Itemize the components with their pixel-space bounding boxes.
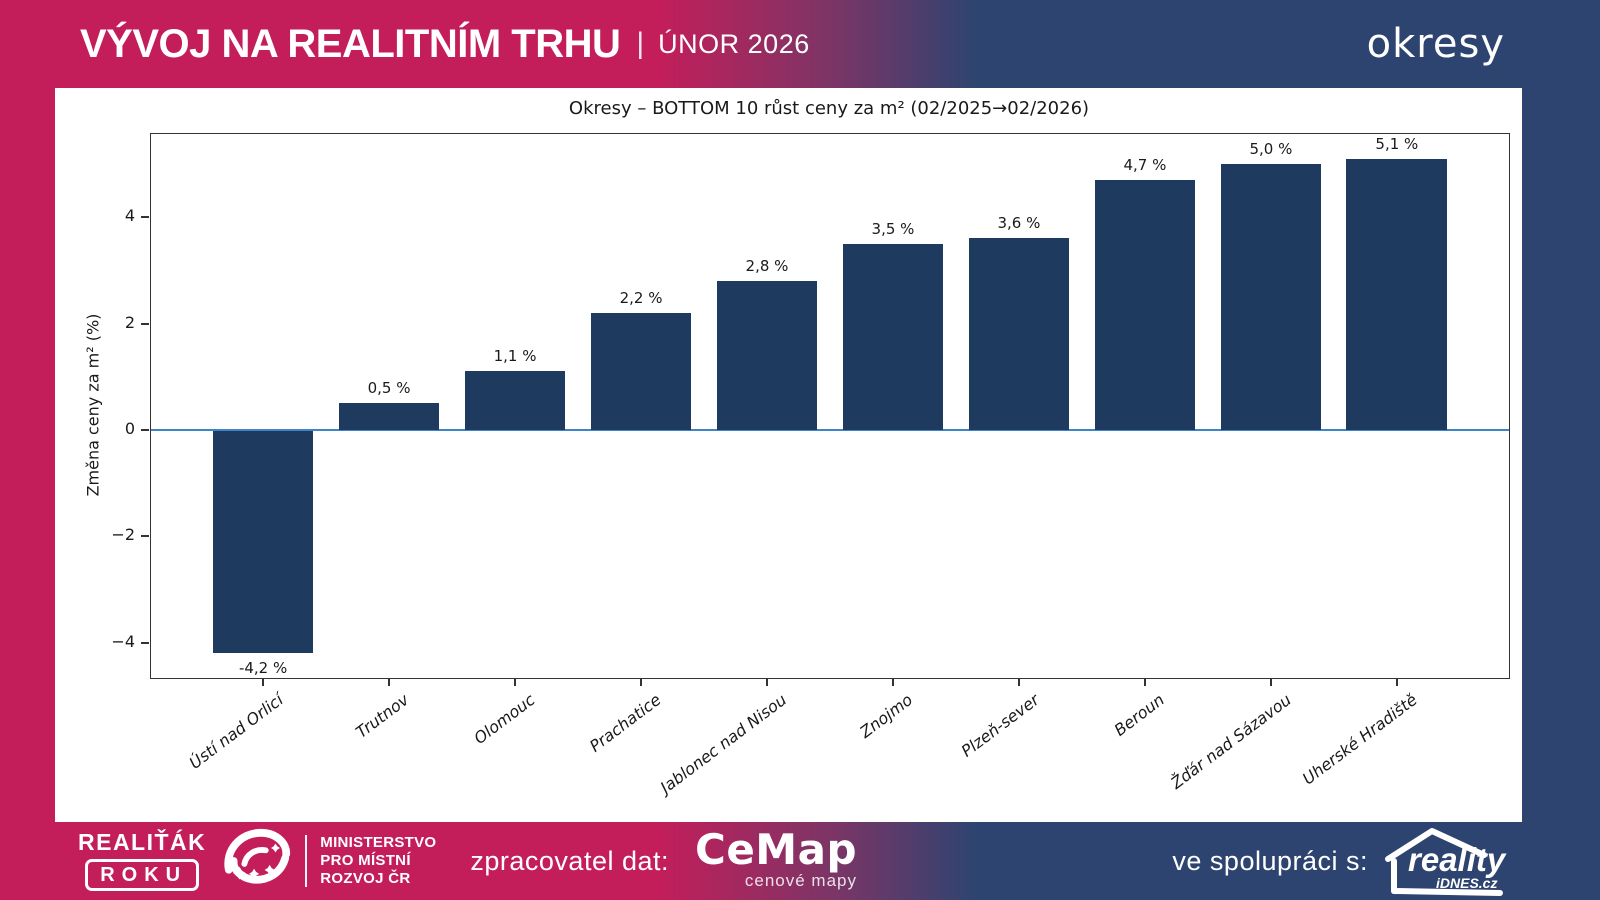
x-tick-mark (640, 678, 643, 686)
x-tick-label: Beroun (1111, 690, 1169, 740)
y-tick-mark (141, 216, 150, 219)
y-tick-label: 4 (124, 206, 135, 226)
bar-value-label: 5,0 % (1249, 140, 1293, 159)
chart-bar (1220, 164, 1322, 430)
y-tick-label: −2 (111, 525, 135, 545)
y-tick-mark (141, 322, 150, 325)
header: VÝVOJ NA REALITNÍM TRHU | ÚNOR 2026 okre… (0, 0, 1600, 88)
x-tick-mark (1269, 678, 1272, 686)
region-label: okresy (1366, 21, 1505, 67)
bar-value-label: 1,1 % (493, 347, 537, 366)
chart-title: Okresy – BOTTOM 10 růst ceny za m² (02/2… (568, 98, 1090, 119)
y-tick-label: 2 (124, 312, 135, 332)
x-tick-mark (514, 678, 517, 686)
chart-bar (212, 430, 314, 654)
chart-bar (590, 312, 692, 430)
bar-value-label: 4,7 % (1123, 155, 1167, 174)
x-tick-mark (262, 678, 265, 686)
realitak-roku-logo: REALIŤÁK ROKU (78, 831, 206, 891)
bar-value-label: -4,2 % (238, 659, 288, 678)
x-tick-label: Znojmo (856, 690, 917, 742)
period-label: ÚNOR 2026 (658, 28, 810, 59)
reality-wordmark: reality (1408, 841, 1506, 878)
x-tick-label: Ústí nad Orlicí (185, 690, 287, 773)
chart-bar (1346, 158, 1448, 430)
x-tick-label: Olomouc (470, 690, 539, 748)
reality-idnes-logo: reality iDNES.cz (1380, 825, 1520, 897)
chart-panel: Okresy – BOTTOM 10 růst ceny za m² (02/2… (55, 88, 1522, 822)
chart-bar (464, 371, 566, 430)
x-tick-label: Jablonec nad Nisou (657, 690, 791, 798)
ministry-swirl-icon (224, 828, 291, 884)
x-tick-mark (1017, 678, 1020, 686)
idnes-wordmark: iDNES.cz (1436, 875, 1498, 891)
ministry-line1: MINISTERSTVO (320, 834, 437, 851)
chart-bar (1094, 179, 1196, 430)
x-tick-label: Plzeň-sever (957, 690, 1043, 761)
bar-value-label: 3,6 % (997, 214, 1041, 233)
x-tick-mark (1395, 678, 1398, 686)
cemap-logo: CeMap cenové mapy (695, 825, 858, 891)
x-tick-label: Prachatice (585, 690, 665, 756)
title-separator: | (636, 27, 645, 60)
chart-bar (968, 238, 1070, 430)
page-title: VÝVOJ NA REALITNÍM TRHU (80, 21, 621, 66)
x-tick-label: Uherské Hradiště (1298, 690, 1421, 789)
x-tick-label: Žďár nad Sázavou (1166, 690, 1295, 793)
bar-value-label: 5,1 % (1375, 134, 1419, 153)
bar-value-label: 2,2 % (619, 288, 663, 307)
ministry-name: MINISTERSTVO PRO MÍSTNÍ ROZVOJ ČR (320, 834, 436, 888)
x-tick-mark (766, 678, 768, 686)
plot-area: 4 2 0 −2 −4 -4,2 % Ústí nad Orlicí 0,5 % Trutnov… (111, 133, 1510, 797)
bar-value-label: 0,5 % (367, 379, 411, 398)
x-tick-mark (388, 678, 391, 686)
cemap-wordmark: CeMap (695, 825, 858, 875)
bar-value-label: 3,5 % (871, 219, 915, 238)
chart-bar (338, 403, 440, 430)
bar-value-label: 2,8 % (745, 257, 789, 276)
roku-badge: ROKU (85, 859, 200, 891)
partner-label: ve spolupráci s: (1172, 845, 1368, 876)
chart-bar (716, 281, 818, 430)
y-tick-label: −4 (111, 631, 135, 651)
x-tick-mark (891, 678, 894, 686)
chart-bar (842, 243, 944, 430)
realitak-label: REALIŤÁK (78, 829, 207, 855)
y-tick-mark (141, 641, 150, 644)
zero-line (151, 428, 1509, 431)
house-icon (1385, 828, 1503, 896)
y-tick-label: 0 (124, 418, 135, 438)
y-tick-mark (141, 535, 150, 538)
x-tick-label: Trutnov (352, 690, 413, 742)
cemap-subtitle: cenové mapy (744, 870, 858, 890)
footer: REALIŤÁK ROKU MINISTERSTVO PRO MÍSTNÍ RO… (0, 822, 1600, 900)
ministry-line2: PRO MÍSTNÍ (320, 852, 411, 869)
y-axis-label: Změna ceny za m² (%) (83, 313, 103, 497)
y-tick-mark (141, 428, 150, 431)
footer-divider (305, 835, 308, 887)
x-tick-mark (1143, 678, 1146, 686)
data-provider-label: zpracovatel dat: (470, 845, 669, 876)
ministry-line3: ROZVOJ ČR (320, 870, 411, 887)
